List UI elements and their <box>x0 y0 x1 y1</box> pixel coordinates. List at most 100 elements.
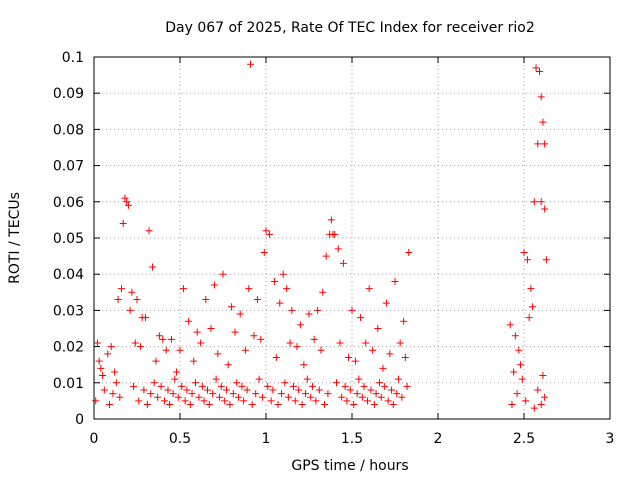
data-point <box>320 401 328 409</box>
data-point <box>264 382 272 390</box>
data-point <box>233 379 241 387</box>
data-point <box>307 393 315 401</box>
data-point <box>515 346 523 354</box>
data-point <box>255 375 263 383</box>
grid-lines <box>94 57 610 419</box>
data-point <box>128 288 136 296</box>
data-point <box>334 245 342 253</box>
data-point <box>260 248 268 256</box>
data-point <box>92 397 100 405</box>
data-point <box>197 339 205 347</box>
data-point <box>105 401 113 409</box>
data-point <box>372 390 380 398</box>
data-point <box>537 401 545 409</box>
data-point <box>322 252 330 260</box>
data-point <box>219 270 227 278</box>
data-point <box>537 198 545 206</box>
y-tick-label: 0.03 <box>53 303 84 319</box>
y-tick-label: 0.05 <box>53 231 84 247</box>
data-point <box>154 393 162 401</box>
data-point <box>252 390 260 398</box>
data-point <box>217 382 225 390</box>
data-point <box>157 382 165 390</box>
data-point <box>265 230 273 238</box>
data-point <box>178 382 186 390</box>
data-point <box>376 379 384 387</box>
data-point <box>312 397 320 405</box>
data-point <box>520 248 528 256</box>
data-point <box>212 375 220 383</box>
data-point <box>386 350 394 358</box>
data-point <box>341 382 349 390</box>
data-point <box>541 393 549 401</box>
data-point <box>269 386 277 394</box>
data-point <box>279 270 287 278</box>
y-tick-label: 0.01 <box>53 376 84 392</box>
data-point <box>131 339 139 347</box>
data-point <box>214 350 222 358</box>
data-point <box>293 343 301 351</box>
data-point <box>95 357 103 365</box>
data-point <box>350 401 358 409</box>
data-point <box>124 201 132 209</box>
data-point <box>527 285 535 293</box>
data-point <box>534 386 542 394</box>
data-point <box>121 194 129 202</box>
data-point <box>253 296 261 304</box>
data-point <box>358 393 366 401</box>
data-point <box>303 375 311 383</box>
data-point <box>259 393 267 401</box>
data-point <box>164 386 172 394</box>
data-point <box>207 325 215 332</box>
data-point <box>534 140 542 148</box>
data-point <box>379 364 387 372</box>
data-point <box>405 248 413 256</box>
data-point <box>240 397 248 405</box>
data-point <box>183 386 191 394</box>
data-point <box>541 205 549 213</box>
data-point <box>532 64 540 72</box>
data-point <box>374 325 382 332</box>
data-point <box>119 220 127 228</box>
data-point <box>511 332 519 340</box>
data-point <box>522 397 530 405</box>
data-point <box>272 353 280 361</box>
data-point <box>97 364 105 372</box>
data-point <box>209 390 217 398</box>
data-point <box>348 306 356 314</box>
data-point <box>216 393 224 401</box>
data-point <box>100 386 108 394</box>
data-point <box>276 299 284 307</box>
data-point <box>243 386 251 394</box>
data-point <box>152 357 160 365</box>
data-point <box>114 296 122 304</box>
data-point <box>400 317 408 325</box>
data-point <box>176 346 184 354</box>
data-point <box>333 379 341 387</box>
y-tick-label: 0.08 <box>53 122 84 138</box>
data-point <box>185 317 193 325</box>
data-points <box>92 60 550 412</box>
x-tick-label: 0 <box>90 431 99 447</box>
data-point <box>401 353 409 361</box>
data-point <box>162 346 170 354</box>
data-point <box>248 401 256 409</box>
data-point <box>394 375 402 383</box>
data-point <box>167 335 175 343</box>
data-point <box>142 314 150 322</box>
data-point <box>539 118 547 126</box>
data-point <box>204 386 212 394</box>
data-point <box>135 397 143 405</box>
data-point <box>109 390 117 398</box>
data-point <box>382 299 390 307</box>
data-point <box>291 397 299 405</box>
data-point <box>518 375 526 383</box>
y-tick-label: 0.02 <box>53 340 84 356</box>
y-axis-label: ROTI / TECUs <box>7 192 23 284</box>
data-point <box>147 390 155 398</box>
data-point <box>300 361 308 369</box>
data-point <box>250 332 258 340</box>
y-tick-label: 0.09 <box>53 86 84 102</box>
data-point <box>314 306 322 314</box>
data-point <box>508 401 516 409</box>
